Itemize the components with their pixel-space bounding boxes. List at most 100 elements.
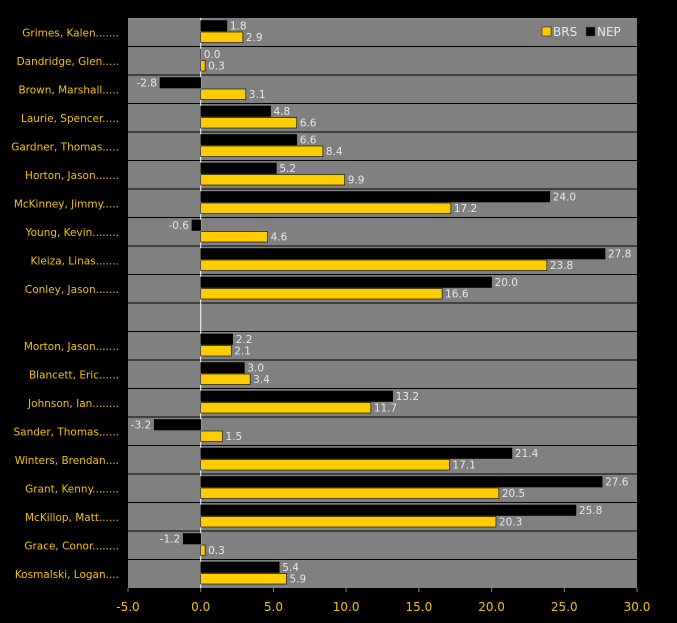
value-label-brs: 9.9 (348, 175, 365, 187)
bar-nep (191, 219, 202, 231)
value-label-nep: 20.0 (495, 277, 518, 289)
value-label-brs: 23.8 (550, 260, 573, 272)
category-label: Dandridge, Glen..... (17, 56, 119, 68)
value-label-nep: 1.8 (230, 21, 247, 33)
x-tick-label: 15.0 (405, 600, 432, 614)
bar-nep (200, 504, 577, 516)
x-tick-label: 5.0 (264, 600, 283, 614)
bar-nep (200, 561, 280, 573)
value-label-brs: 3.4 (253, 374, 270, 386)
value-label-brs: 3.1 (249, 89, 266, 101)
plot-area (128, 18, 637, 588)
value-label-nep: 24.0 (553, 192, 576, 204)
bar-brs (200, 345, 232, 357)
category-label: Grimes, Kalen....... (22, 27, 119, 39)
value-label-nep: -1.2 (160, 534, 181, 546)
x-axis: -5.0 0.0 5.0 10.0 15.0 20.0 25.0 30.0 (116, 588, 650, 614)
value-label-brs: 20.3 (499, 517, 522, 529)
value-label-nep: 27.8 (608, 249, 631, 261)
bar-brs (200, 88, 247, 100)
bar-brs (200, 516, 497, 528)
bar-brs (200, 430, 223, 442)
bar-brs (200, 202, 452, 214)
bar-nep (159, 77, 202, 89)
value-label-brs: 17.2 (454, 203, 477, 215)
bar-brs (200, 31, 244, 43)
value-label-brs: 20.5 (502, 488, 525, 500)
bar-brs (200, 487, 500, 499)
value-label-nep: 3.0 (247, 363, 264, 375)
bar-nep (200, 390, 393, 402)
value-label-brs: 0.3 (208, 61, 225, 73)
bar-brs (200, 373, 251, 385)
x-tick-label: 20.0 (478, 600, 505, 614)
value-label-brs: 11.7 (374, 403, 397, 415)
bar-nep (200, 447, 513, 459)
value-label-nep: 21.4 (515, 448, 539, 460)
value-label-nep: 5.4 (282, 562, 299, 574)
x-tick-label: 30.0 (624, 600, 651, 614)
category-label: McKinney, Jimmy..... (14, 198, 119, 210)
bar-nep (200, 162, 277, 174)
value-label-nep: 2.2 (236, 334, 253, 346)
category-label: Laurie, Spencer..... (21, 113, 119, 125)
x-tick-label: -5.0 (116, 600, 139, 614)
bar-nep (200, 248, 606, 260)
bar-brs (200, 259, 548, 271)
bar-brs (200, 117, 297, 129)
value-label-nep: 6.6 (300, 135, 317, 147)
bar-nep (200, 134, 297, 146)
bars-layer (153, 20, 606, 585)
legend-swatch-nep (585, 26, 596, 37)
category-label: Johnson, Ian........ (27, 398, 119, 410)
bar-nep (200, 191, 551, 203)
category-label: Grant, Kenny........ (25, 483, 119, 495)
value-label-nep: -0.6 (168, 220, 189, 232)
value-label-brs: 16.6 (445, 289, 469, 301)
bar-brs (200, 231, 268, 243)
value-labels: 1.82.90.00.3-2.83.14.86.66.68.45.29.924.… (131, 21, 632, 586)
category-label: Brown, Marshall..... (18, 84, 119, 96)
x-tick-label: 25.0 (551, 600, 578, 614)
bar-nep (200, 476, 603, 488)
category-label: Young, Kevin........ (25, 227, 119, 239)
legend: BRS NEP (541, 25, 621, 39)
legend-swatch-brs (541, 26, 552, 37)
bar-brs (200, 402, 372, 414)
value-label-nep: 25.8 (579, 505, 602, 517)
value-label-nep: -2.8 (136, 78, 157, 90)
bar-nep (200, 276, 492, 288)
category-label: Sander, Thomas...... (13, 426, 119, 438)
x-tick-label: 0.0 (191, 600, 210, 614)
bar-nep (200, 333, 234, 345)
category-label: Gardner, Thomas..... (11, 141, 119, 153)
bar-nep (200, 20, 228, 32)
value-label-brs: 5.9 (290, 574, 307, 586)
category-label: Conley, Jason....... (25, 284, 119, 296)
value-label-brs: 2.1 (234, 346, 251, 358)
value-label-brs: 0.3 (208, 545, 225, 557)
category-label: Winters, Brendan.... (15, 455, 119, 467)
bar-brs (200, 60, 206, 72)
value-label-nep: 5.2 (279, 163, 296, 175)
bar-nep (200, 362, 245, 374)
bar-brs (200, 459, 450, 471)
category-labels: Grimes, Kalen....... Dandridge, Glen.....… (11, 27, 119, 581)
value-label-nep: 4.8 (274, 106, 291, 118)
value-label-nep: 13.2 (396, 391, 419, 403)
bar-brs (200, 544, 206, 556)
category-label: Blancett, Eric...... (29, 369, 119, 381)
legend-label-nep: NEP (597, 25, 621, 39)
value-label-nep: -3.2 (131, 420, 152, 432)
bar-brs (200, 145, 324, 157)
bar-brs (200, 174, 345, 186)
value-label-brs: 17.1 (452, 460, 475, 472)
bar-brs (200, 288, 443, 300)
value-label-brs: 8.4 (326, 146, 343, 158)
category-label: Grace, Conor........ (24, 540, 119, 552)
category-label: Horton, Jason....... (25, 170, 119, 182)
value-label-nep: 27.6 (605, 477, 629, 489)
bar-nep (200, 105, 271, 117)
bar-nep (153, 419, 202, 431)
